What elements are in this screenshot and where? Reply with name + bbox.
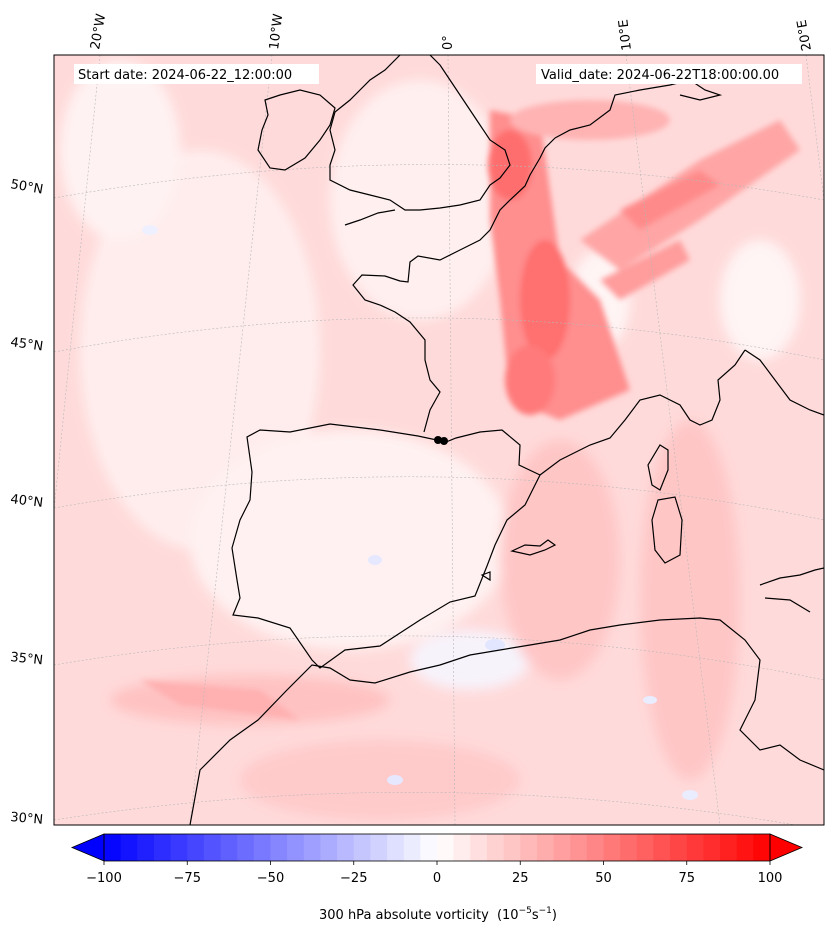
- lat-label-45n: 45°N: [9, 335, 44, 354]
- colorbar-swatch: [270, 834, 288, 861]
- colorbar-label-exp2: −1: [539, 906, 552, 916]
- colorbar-swatch: [137, 834, 155, 861]
- colorbar-swatch: [486, 834, 505, 861]
- lon-label-20e: 20°E: [795, 19, 815, 52]
- lon-label-0: 0°: [441, 35, 456, 50]
- colorbar-swatch: [287, 834, 305, 861]
- colorbar-swatch: [337, 834, 355, 861]
- colorbar-extend-max: [769, 833, 804, 862]
- latitude-labels: 50°N 45°N 40°N 35°N 30°N: [9, 177, 44, 828]
- france-coastline: [352, 137, 556, 433]
- sicily-coastline: [759, 567, 824, 613]
- colorbar-swatch: [736, 834, 754, 861]
- location-marker: [434, 436, 448, 445]
- lon-label-10e: 10°E: [616, 18, 635, 51]
- colorbar-swatch: [170, 834, 188, 861]
- sardinia-coastline: [651, 496, 683, 564]
- balearic-coastline: [480, 539, 557, 582]
- colorbar-label: 300 hPa absolute vorticity (10−5s−1): [319, 906, 557, 923]
- lat-label-35n: 35°N: [10, 650, 44, 668]
- colorbar-tick-label: 100: [758, 871, 783, 886]
- colorbar-swatch: [187, 834, 205, 861]
- colorbar-swatches: [70, 833, 804, 862]
- colorbar-swatch: [620, 834, 638, 861]
- colorbar-swatch: [503, 834, 521, 861]
- start-date-box: Start date: 2024-06-22_12:00:00: [74, 64, 319, 84]
- mediterranean-france-coast: [539, 349, 746, 476]
- colorbar-swatch: [203, 834, 222, 861]
- colorbar-swatch: [703, 834, 721, 861]
- colorbar-tick-label: 75: [678, 871, 695, 886]
- colorbar-extend-min: [70, 833, 105, 862]
- colorbar-swatch: [653, 834, 671, 861]
- colorbar-swatch: [420, 834, 438, 861]
- colorbar-tick-label: −100: [86, 871, 122, 886]
- colorbar-label-close: ): [552, 908, 557, 923]
- africa-coastline: [189, 617, 824, 825]
- colorbar-swatch: [636, 834, 654, 861]
- colorbar-swatch: [220, 834, 238, 861]
- ireland-coastline: [257, 89, 336, 171]
- colorbar-label-units: (10: [497, 908, 519, 923]
- colorbar-tick-label: −75: [174, 871, 201, 886]
- colorbar-tick-label: 25: [512, 871, 529, 886]
- colorbar-ticks: −100 −75 −50 −25 0 25 50 75 100: [86, 861, 782, 886]
- start-date-text: Start date: 2024-06-22_12:00:00: [78, 68, 292, 83]
- lon-label-20w: 20°W: [88, 13, 109, 51]
- lat-label-30n: 30°N: [10, 810, 44, 828]
- colorbar-swatch: [370, 834, 388, 861]
- colorbar-label-s: s: [532, 908, 539, 923]
- italy-coastline: [744, 349, 824, 416]
- north-europe-coastline: [554, 79, 723, 139]
- lat-label-40n: 40°N: [10, 492, 44, 511]
- colorbar-swatch: [670, 834, 688, 861]
- colorbar-swatch: [303, 834, 321, 861]
- colorbar-swatch: [353, 834, 371, 861]
- colorbar-swatch: [387, 834, 405, 861]
- colorbar-tick-label: −25: [340, 871, 367, 886]
- colorbar-swatch: [753, 834, 771, 861]
- colorbar-swatch: [253, 834, 271, 861]
- colorbar-swatch: [586, 834, 604, 861]
- colorbar-swatch: [104, 834, 122, 861]
- valid-date-text: Valid_date: 2024-06-22T18:00:00.00: [541, 68, 779, 83]
- colorbar-swatch: [720, 834, 738, 861]
- colorbar-label-exp1: −5: [519, 906, 532, 916]
- great-britain-coastline: [329, 55, 511, 226]
- colorbar-swatch: [470, 834, 488, 861]
- colorbar-swatch: [520, 834, 538, 861]
- corsica-coastline: [647, 444, 669, 491]
- longitude-labels: 20°W 10°W 0° 10°E 20°E: [88, 13, 815, 52]
- map-panel: Start date: 2024-06-22_12:00:00 Valid_da…: [54, 55, 824, 825]
- colorbar-tick-label: 50: [595, 871, 612, 886]
- lat-label-50n: 50°N: [9, 177, 44, 197]
- iberia-coastline: [231, 423, 541, 669]
- colorbar-swatch: [320, 834, 338, 861]
- lon-label-10w: 10°W: [267, 13, 286, 51]
- colorbar-tick-label: 0: [433, 871, 441, 886]
- colorbar-swatch: [453, 834, 471, 861]
- colorbar-swatch: [570, 834, 588, 861]
- colorbar-swatch: [237, 834, 255, 861]
- valid-date-box: Valid_date: 2024-06-22T18:00:00.00: [536, 64, 802, 84]
- colorbar-label-main: 300 hPa absolute vorticity: [319, 908, 489, 923]
- colorbar-swatch: [553, 834, 571, 861]
- coastlines: [189, 55, 824, 825]
- colorbar-swatch: [603, 834, 621, 861]
- colorbar-tick-label: −50: [257, 871, 284, 886]
- colorbar-swatch: [686, 834, 704, 861]
- colorbar: −100 −75 −50 −25 0 25 50 75 100 300 hPa absolute…: [70, 833, 804, 923]
- colorbar-swatch: [437, 834, 455, 861]
- colorbar-swatch: [120, 834, 138, 861]
- map-frame: [53, 54, 825, 826]
- colorbar-swatch: [536, 834, 555, 861]
- colorbar-swatch: [153, 834, 172, 861]
- colorbar-swatch: [403, 834, 421, 861]
